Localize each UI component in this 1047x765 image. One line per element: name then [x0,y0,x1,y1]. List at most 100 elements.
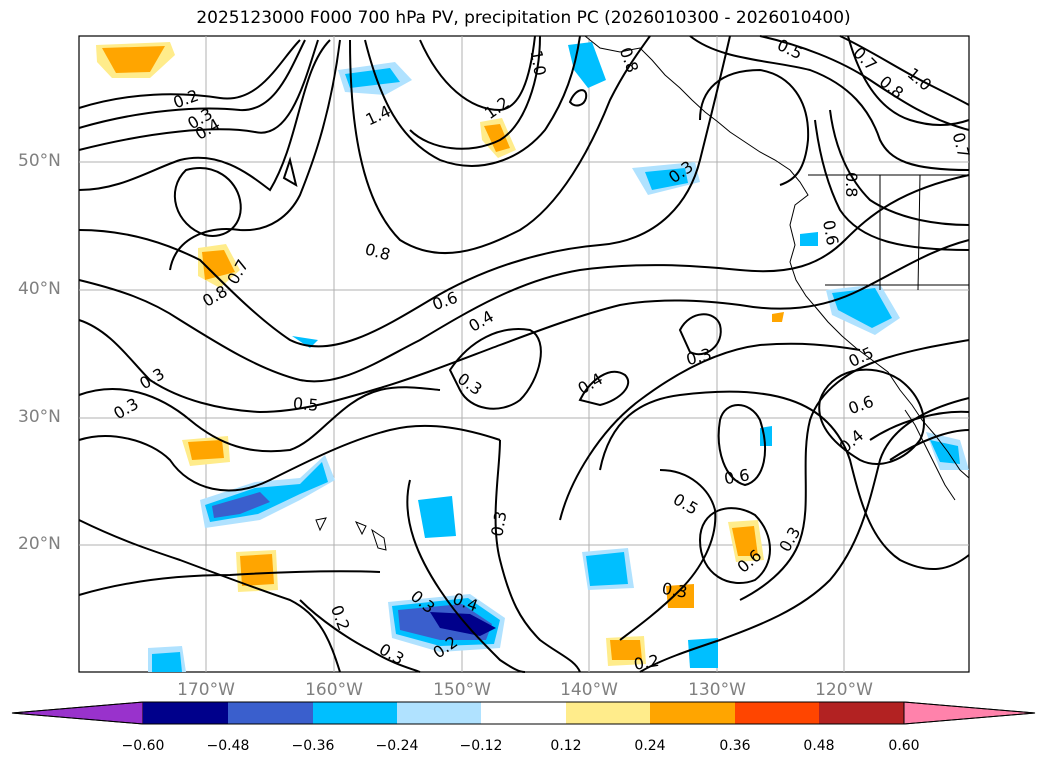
coastlines [315,35,970,551]
pv-contour [299,599,421,673]
border [825,174,969,291]
lon-label-130w: 130°W [688,680,746,700]
lat-label-40n: 40°N [18,279,61,299]
colorbar-swatch [735,702,819,724]
precip-negative-patch [832,288,892,328]
pv-contour [409,35,541,150]
pv-contours [78,35,970,673]
map-title: 2025123000 F000 700 hPa PV, precipitatio… [196,8,851,28]
colorbar-swatch [313,702,397,724]
colorbar-tick-label: −0.12 [459,738,503,754]
contour-label: 1.0 [527,49,550,77]
precipitation-shading [96,42,969,672]
pv-contour [599,390,970,571]
pv-contour [559,342,861,521]
precip-negative-patch [586,552,628,586]
precip-positive-patch [732,526,758,556]
coastline [315,517,387,551]
lat-label-30n: 30°N [18,407,61,427]
pv-contour [847,35,970,126]
contour-label: 0.5 [292,394,319,415]
contour-label: 0.2 [632,651,660,674]
contour-label: 0.8 [842,172,861,197]
pv-contour [889,429,970,461]
pv-contour [818,368,925,465]
lat-label-20n: 20°N [18,534,61,554]
precip-positive-patch [610,640,642,660]
pv-contour [78,424,501,492]
pv-contour [639,397,970,673]
precip-negative-patch [688,638,718,668]
precip-negative-patch [212,492,270,518]
pv-contour [78,39,306,129]
colorbar-swatch [397,702,481,724]
colorbar-outline [11,701,1036,725]
colorbar-extend-high [903,701,1036,725]
precip-positive-patch [188,440,224,460]
pv-contour [689,35,970,171]
colorbar-swatch [566,702,650,724]
colorbar-swatch [819,702,904,724]
contour-label: 0.6 [723,465,751,488]
precip-negative-patch [292,336,318,348]
precip-positive-patch [240,554,274,586]
pv-contour [169,39,341,271]
pv-contour [78,35,731,348]
colorbar-tick-label: 0.60 [888,738,920,754]
pv-contour [78,174,970,383]
pv-contour [568,89,588,107]
precip-negative-patch [418,496,456,538]
pv-contour [173,167,242,237]
pv-contour [717,404,766,487]
pv-contour [349,35,651,254]
pv-contour [419,35,536,112]
pv-contour [494,439,581,673]
lon-label-160w: 160°W [305,680,363,700]
lon-label-150w: 150°W [433,680,491,700]
colorbar-tick-label: −0.48 [206,738,250,754]
precip-negative-patch [152,652,182,672]
pv-contour [364,35,581,167]
pv-contour [699,68,810,186]
pv-contour [78,39,319,151]
precip-positive-patch [102,46,165,73]
pv-contour [78,386,441,453]
colorbar-swatch [481,702,566,724]
colorbar-swatch [228,702,313,724]
pv-contour [839,35,970,106]
pv-contour [759,35,970,131]
colorbar-swatch [650,702,735,724]
contour-label: 0.3 [660,579,688,602]
contour-label: 0.3 [487,510,510,538]
lon-label-140w: 140°W [560,680,618,700]
colorbar-tick-label: −0.36 [291,738,335,754]
pv-contour [739,339,970,601]
pv-contour [619,469,717,641]
pv-contour [78,39,301,109]
colorbar-tick-label: 0.36 [719,738,751,754]
precip-positive-patch [666,584,694,608]
contour-label: 0.6 [819,219,842,247]
precip-negative-patch [800,232,818,246]
colorbar [11,701,1036,725]
precip-positive-patch [484,124,510,152]
pv-contour [578,370,630,407]
plot-area [78,35,970,673]
lon-label-170w: 170°W [177,680,235,700]
pv-contour [814,119,970,251]
lat-label-50n: 50°N [18,151,61,171]
pv-contour [78,39,331,192]
precip-positive-patch [772,312,784,322]
pv-contour [698,507,771,585]
colorbar-tick-label: 0.12 [550,738,582,754]
pv-contour [678,313,722,355]
precip-negative-patch [430,612,496,636]
lon-label-120w: 120°W [815,680,873,700]
pv-contour [78,239,970,414]
pv-contour [448,328,542,410]
pv-contour [78,519,341,673]
colorbar-swatch [143,702,228,724]
pv-contour [829,109,970,226]
colorbar-tick-label: 0.48 [803,738,835,754]
